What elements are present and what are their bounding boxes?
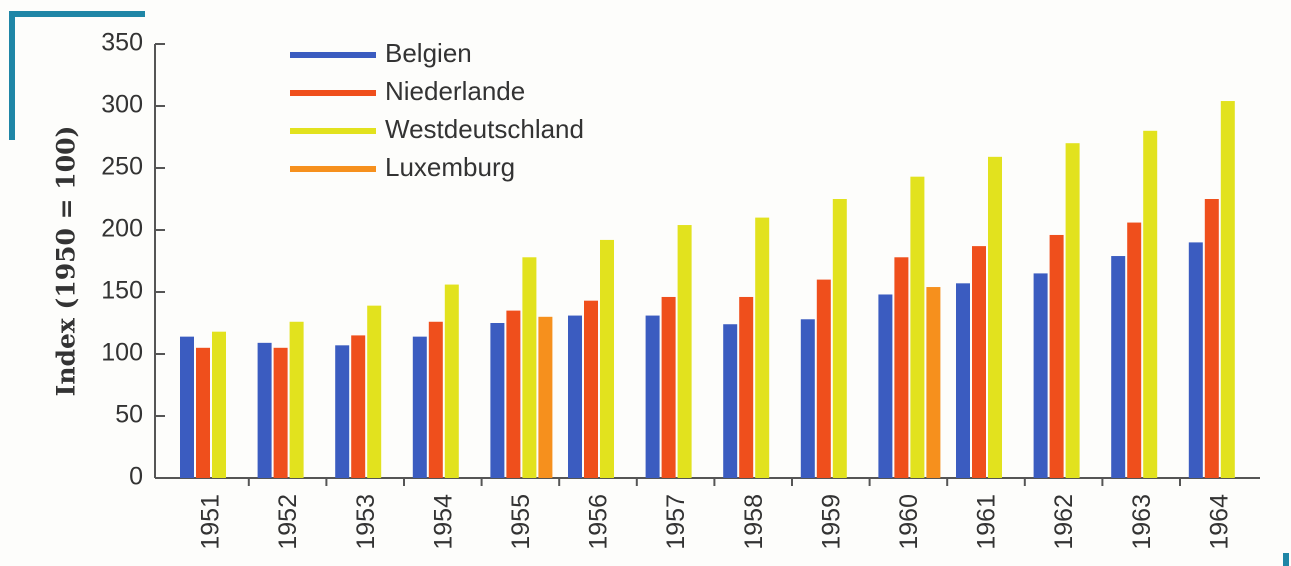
x-tick-label: 1962 xyxy=(1050,494,1078,550)
x-tick-label: 1954 xyxy=(429,494,457,550)
x-tick-label: 1958 xyxy=(740,494,768,550)
legend-label: Niederlande xyxy=(385,76,525,106)
x-tick-label: 1951 xyxy=(197,494,225,550)
legend-label: Belgien xyxy=(385,38,472,68)
bar xyxy=(428,321,443,478)
bar xyxy=(1127,222,1142,478)
bar xyxy=(661,296,676,478)
x-tick-label: 1955 xyxy=(507,494,535,550)
bar xyxy=(412,336,427,478)
x-tick-label: 1961 xyxy=(973,494,1001,550)
bar xyxy=(739,296,754,478)
y-tick-label: 150 xyxy=(101,277,143,305)
y-tick-label: 50 xyxy=(115,401,143,429)
bar xyxy=(490,323,505,478)
bar xyxy=(1049,234,1064,478)
legend-label: Luxemburg xyxy=(385,152,515,182)
bar xyxy=(273,347,288,478)
bar xyxy=(522,257,537,478)
x-tick-label: 1960 xyxy=(895,494,923,550)
bar xyxy=(816,279,831,478)
bar xyxy=(1065,143,1080,478)
bar xyxy=(444,284,459,478)
bar xyxy=(1033,273,1048,478)
bar xyxy=(289,321,304,478)
bar xyxy=(926,287,941,478)
bar xyxy=(755,217,770,478)
y-tick-label: 300 xyxy=(101,91,143,119)
bar xyxy=(538,316,553,478)
bar xyxy=(910,176,925,478)
bar xyxy=(956,283,970,478)
bar xyxy=(1143,130,1158,479)
y-tick-label: 100 xyxy=(101,339,143,367)
y-tick-label: 0 xyxy=(129,463,143,491)
bar xyxy=(212,331,226,478)
y-tick-label: 250 xyxy=(101,153,143,181)
bar xyxy=(988,156,1002,478)
bar xyxy=(568,315,582,478)
x-tick-label: 1964 xyxy=(1205,494,1233,550)
bar xyxy=(1188,242,1203,478)
bar xyxy=(677,225,692,478)
bar xyxy=(351,335,366,478)
bar xyxy=(584,300,598,478)
bar xyxy=(600,239,614,478)
x-tick-label: 1956 xyxy=(585,494,613,550)
bar xyxy=(832,199,847,478)
bar xyxy=(1111,256,1126,478)
legend-label: Westdeutschland xyxy=(385,114,584,144)
bar xyxy=(894,257,909,478)
x-tick-label: 1959 xyxy=(817,494,845,550)
bar xyxy=(800,319,815,478)
bar xyxy=(878,294,893,478)
bar xyxy=(972,246,986,478)
decoration xyxy=(9,11,145,140)
x-tick-label: 1957 xyxy=(662,494,690,550)
bar xyxy=(367,305,382,478)
y-axis-label: Index (1950 = 100) xyxy=(52,126,81,397)
y-tick-label: 200 xyxy=(101,215,143,243)
bar xyxy=(723,324,738,478)
bar xyxy=(180,336,194,478)
bar xyxy=(645,315,660,478)
y-tick-label: 350 xyxy=(101,29,143,57)
bar xyxy=(1204,199,1219,478)
bar xyxy=(1220,101,1235,478)
bar xyxy=(335,345,350,478)
x-tick-label: 1963 xyxy=(1128,494,1156,550)
bar xyxy=(506,310,521,478)
x-tick-label: 1953 xyxy=(352,494,380,550)
x-tick-label: 1952 xyxy=(274,494,302,550)
bar xyxy=(196,347,210,478)
bar xyxy=(257,342,272,478)
decoration xyxy=(1283,553,1289,566)
